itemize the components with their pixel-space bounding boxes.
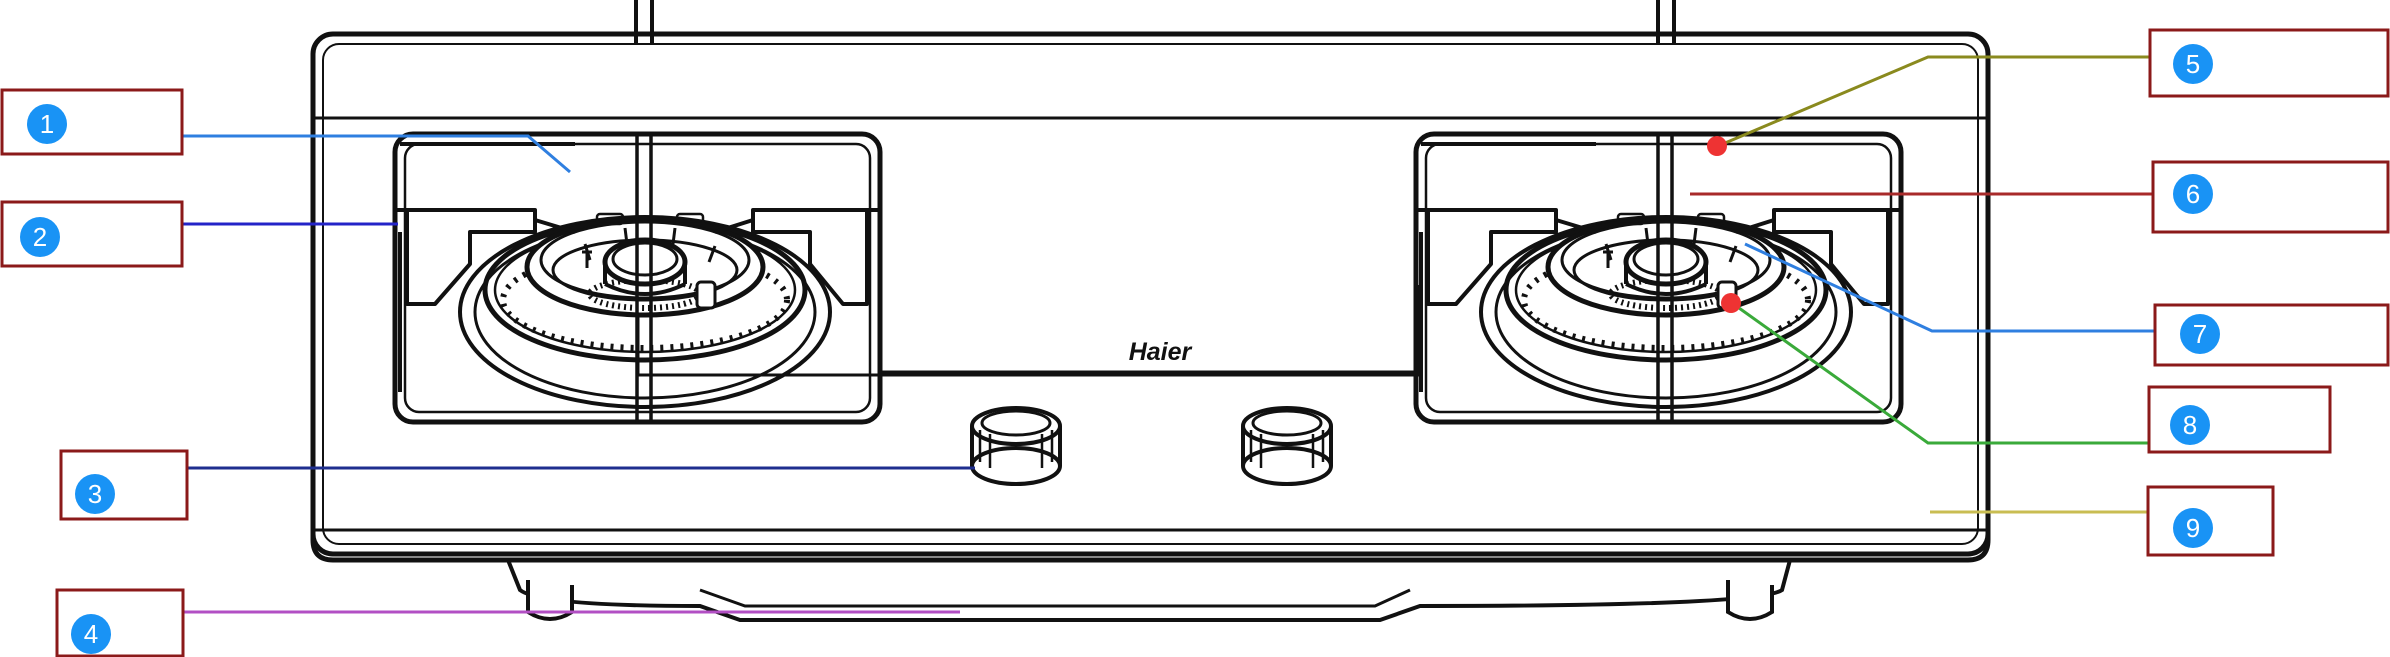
callout-box-1	[0, 88, 184, 156]
callout-box-4	[55, 588, 185, 657]
leader-line-7	[1744, 242, 2155, 333]
leader-line-1	[182, 134, 571, 174]
left-knob[interactable]	[970, 406, 1062, 486]
foot-right	[1726, 580, 1774, 621]
badge-1	[27, 104, 67, 144]
badge-4	[71, 614, 111, 654]
right-knob[interactable]	[1241, 406, 1333, 486]
badge-7	[2180, 314, 2220, 354]
leader-lines	[182, 55, 2155, 614]
front-apron	[310, 520, 1991, 563]
callout-badges: 1 2 3 4 5 6 7 8 9	[20, 44, 2220, 654]
stove-body	[310, 0, 1991, 622]
right-burner	[1416, 134, 1901, 422]
callouts	[0, 28, 2390, 657]
callout-box-2	[0, 200, 184, 268]
badge-5	[2173, 44, 2213, 84]
callout-box-5	[2148, 28, 2390, 98]
badge-9	[2173, 508, 2213, 548]
badge-7-number: 7	[2193, 319, 2207, 349]
badge-8	[2170, 405, 2210, 445]
callout-box-7	[2153, 303, 2390, 367]
left-burner	[395, 134, 880, 422]
callout-box-8	[2147, 385, 2332, 454]
leader-line-5	[1717, 55, 2150, 148]
callout-box-9	[2146, 485, 2275, 557]
marker-dot-8	[1721, 293, 1741, 313]
badge-2	[20, 217, 60, 257]
badge-3-number: 3	[88, 479, 102, 509]
badge-6-number: 6	[2186, 179, 2200, 209]
badge-5-number: 5	[2186, 49, 2200, 79]
badge-9-number: 9	[2186, 513, 2200, 543]
callout-box-3	[59, 449, 189, 521]
badge-3	[75, 474, 115, 514]
badge-2-number: 2	[33, 222, 47, 252]
brand-logo: Haier	[1129, 338, 1193, 366]
badge-4-number: 4	[84, 619, 98, 649]
callout-box-6	[2151, 160, 2390, 234]
marker-dot-5	[1707, 136, 1727, 156]
badge-6	[2173, 174, 2213, 214]
cooktop-panel	[310, 31, 1991, 557]
leader-line-8	[1731, 301, 2149, 445]
badge-1-number: 1	[40, 109, 54, 139]
badge-8-number: 8	[2183, 410, 2197, 440]
